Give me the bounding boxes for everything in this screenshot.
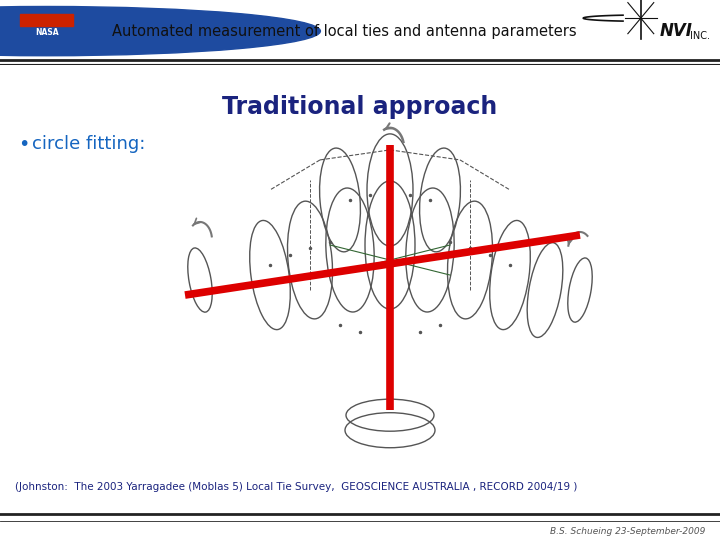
Text: circle fitting:: circle fitting:	[32, 135, 145, 153]
Text: NASA: NASA	[35, 28, 58, 37]
Text: B.S. Schueing 23-September-2009: B.S. Schueing 23-September-2009	[550, 527, 706, 536]
Text: •: •	[18, 135, 30, 154]
Polygon shape	[20, 14, 73, 26]
Text: Traditional approach: Traditional approach	[222, 95, 498, 119]
Text: (Johnston:  The 2003 Yarragadee (Moblas 5) Local Tie Survey,  GEOSCIENCE AUSTRAL: (Johnston: The 2003 Yarragadee (Moblas 5…	[15, 482, 577, 492]
Text: NVI: NVI	[660, 22, 693, 40]
Circle shape	[0, 6, 320, 56]
Text: INC.: INC.	[690, 31, 710, 40]
Text: Automated measurement of local ties and antenna parameters: Automated measurement of local ties and …	[112, 24, 576, 38]
